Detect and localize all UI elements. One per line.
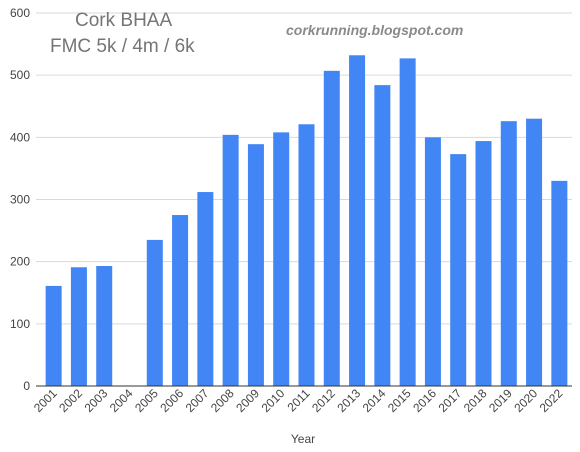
x-tick-label: 2002 bbox=[56, 386, 85, 415]
bar-2022 bbox=[551, 180, 568, 386]
x-tick-label: 2001 bbox=[31, 386, 60, 415]
y-axis-ticks: 0 100 200 300 400 500 600 bbox=[10, 6, 30, 393]
x-tick-label: 2007 bbox=[183, 386, 212, 415]
bar-2006 bbox=[172, 215, 189, 386]
x-tick-label: 2014 bbox=[360, 386, 389, 415]
y-tick-label: 100 bbox=[10, 317, 30, 331]
bar-2008 bbox=[222, 134, 239, 386]
bar-2014 bbox=[374, 85, 391, 386]
watermark-annotation: corkrunning.blogspot.com bbox=[286, 22, 463, 38]
x-tick-label: 2006 bbox=[157, 386, 186, 415]
x-tick-label: 2019 bbox=[486, 386, 515, 415]
bar-2003 bbox=[96, 266, 113, 386]
bar-2007 bbox=[197, 192, 214, 386]
x-tick-label: 2020 bbox=[511, 386, 540, 415]
x-tick-label: 2018 bbox=[461, 386, 490, 415]
x-axis-label: Year bbox=[291, 432, 315, 446]
bar-2010 bbox=[273, 132, 290, 386]
y-tick-label: 500 bbox=[10, 68, 30, 82]
bar-2019 bbox=[500, 121, 517, 387]
x-tick-label: 2016 bbox=[410, 386, 439, 415]
x-tick-label: 2005 bbox=[132, 386, 161, 415]
bars bbox=[45, 55, 568, 387]
x-tick-label: 2011 bbox=[284, 386, 312, 414]
y-tick-label: 600 bbox=[10, 6, 30, 20]
x-tick-label: 2004 bbox=[107, 386, 136, 415]
bar-2016 bbox=[424, 137, 441, 386]
x-tick-label: 2010 bbox=[259, 386, 288, 415]
y-tick-label: 300 bbox=[10, 193, 30, 207]
bar-2020 bbox=[526, 118, 543, 386]
bar-2011 bbox=[298, 124, 315, 387]
y-tick-label: 0 bbox=[23, 379, 30, 393]
y-tick-label: 200 bbox=[10, 255, 30, 269]
chart-subtitle: FMC 5k / 4m / 6k bbox=[50, 36, 195, 57]
x-tick-label: 2003 bbox=[82, 386, 111, 415]
x-tick-label: 2009 bbox=[233, 386, 262, 415]
bar-2015 bbox=[399, 58, 416, 387]
bar-2002 bbox=[70, 267, 87, 386]
x-tick-label: 2008 bbox=[208, 386, 237, 415]
bar-2001 bbox=[45, 285, 62, 386]
bar-2012 bbox=[323, 70, 340, 386]
bar-2009 bbox=[247, 144, 264, 386]
x-tick-label: 2013 bbox=[334, 386, 363, 415]
bar-2018 bbox=[475, 141, 492, 386]
x-axis-ticks: 2001200220032004200520062007200820092010… bbox=[31, 386, 566, 415]
x-tick-label: 2012 bbox=[309, 386, 338, 415]
x-tick-label: 2017 bbox=[436, 386, 465, 415]
y-tick-label: 400 bbox=[10, 130, 30, 144]
bar-2013 bbox=[349, 55, 366, 386]
chart-title: Cork BHAA bbox=[75, 10, 172, 31]
x-tick-label: 2015 bbox=[385, 386, 414, 415]
x-tick-label: 2022 bbox=[537, 386, 566, 415]
bar-2017 bbox=[450, 154, 467, 386]
bar-2005 bbox=[146, 239, 163, 386]
